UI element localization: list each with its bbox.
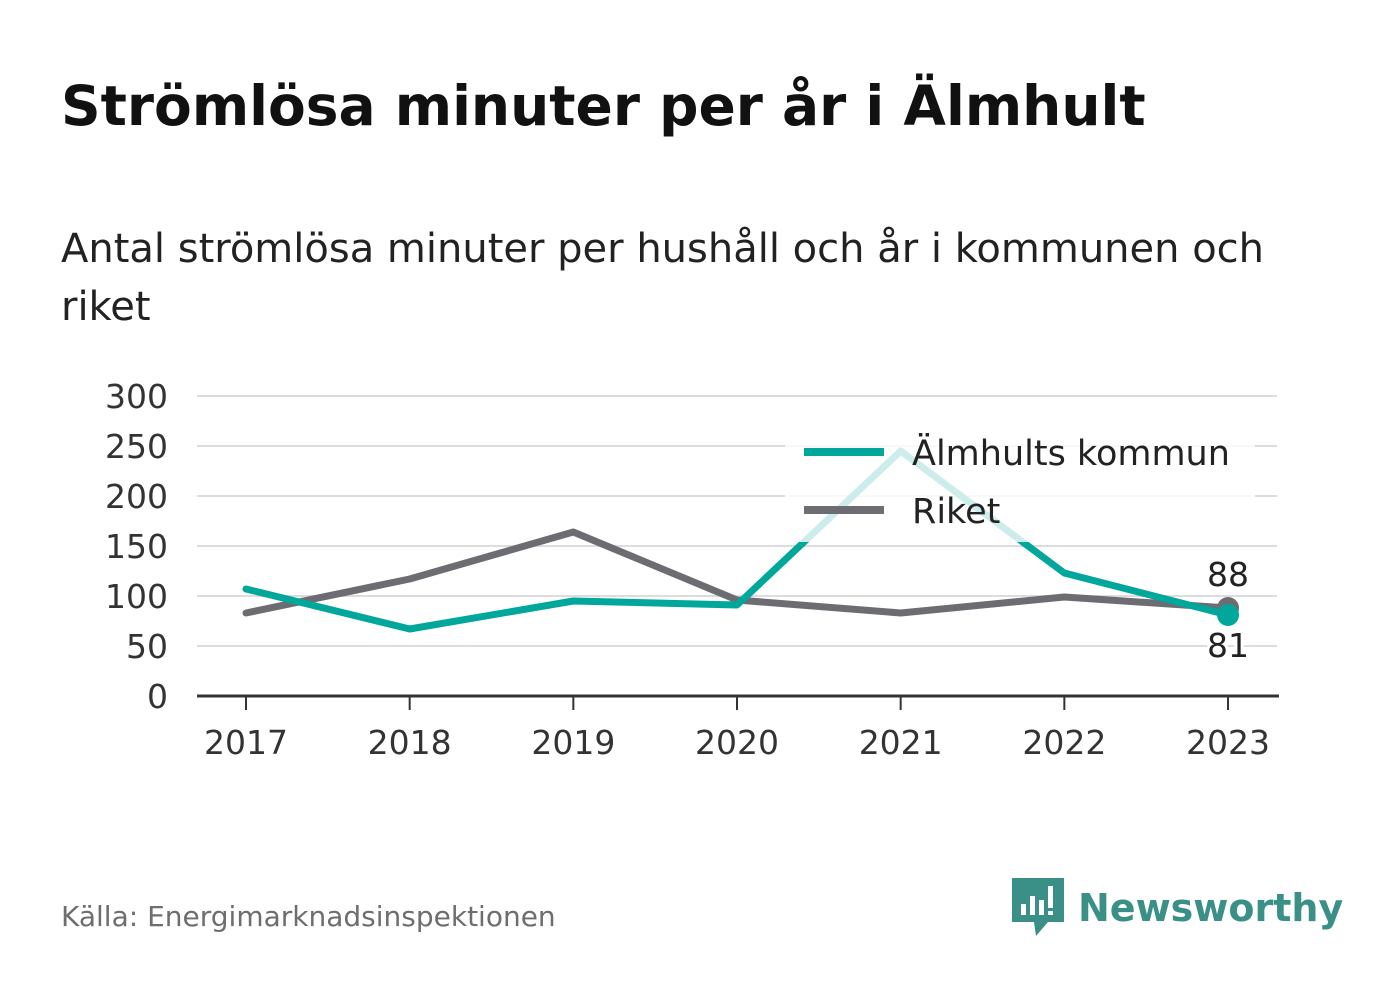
x-tick-label-2023: 2023: [1186, 723, 1270, 762]
y-tick-label-50: 50: [126, 627, 168, 666]
legend-label-1: Riket: [912, 492, 1000, 532]
x-tick-label-2021: 2021: [859, 723, 943, 762]
legend-background: [785, 418, 1255, 542]
y-tick-label-150: 150: [105, 527, 168, 566]
legend: Älmhults kommun Riket: [785, 418, 1255, 542]
y-tick-label-100: 100: [105, 577, 168, 616]
bar-chart-speech-bubble-icon: [1012, 878, 1064, 936]
y-axis-ticks: 0 50 100 150 200 250 300: [105, 377, 168, 716]
y-tick-label-200: 200: [105, 477, 168, 516]
legend-label-0: Älmhults kommun: [912, 432, 1230, 474]
end-labels: 81 88: [1204, 552, 1252, 668]
x-tick-label-2020: 2020: [695, 723, 779, 762]
y-tick-label-0: 0: [147, 677, 168, 716]
brand-logo: Newsworthy: [1012, 878, 1343, 938]
x-axis: 2017 2018 2019 2020 2021 2022 2023: [197, 694, 1279, 762]
y-tick-label-250: 250: [105, 427, 168, 466]
chart-title: Strömlösa minuter per år i Älmhult: [61, 74, 1146, 138]
end-label-0: 81: [1207, 626, 1249, 665]
chart-subtitle: Antal strömlösa minuter per hushåll och …: [61, 226, 1265, 330]
brand-name: Newsworthy: [1078, 886, 1344, 930]
x-tick-label-2022: 2022: [1022, 723, 1106, 762]
series-lines: [242, 447, 1240, 633]
x-tick-label-2019: 2019: [531, 723, 615, 762]
y-tick-label-300: 300: [105, 377, 168, 416]
series-riket-line: [242, 528, 1232, 617]
source-note: Källa: Energimarknadsinspektionen: [61, 900, 556, 933]
series-älmhults-kommun-line: [242, 447, 1232, 633]
end-label-1: 88: [1207, 555, 1249, 594]
x-tick-label-2017: 2017: [204, 723, 288, 762]
x-tick-label-2018: 2018: [368, 723, 452, 762]
series-älmhults-kommun-point-2023: [1217, 604, 1240, 626]
